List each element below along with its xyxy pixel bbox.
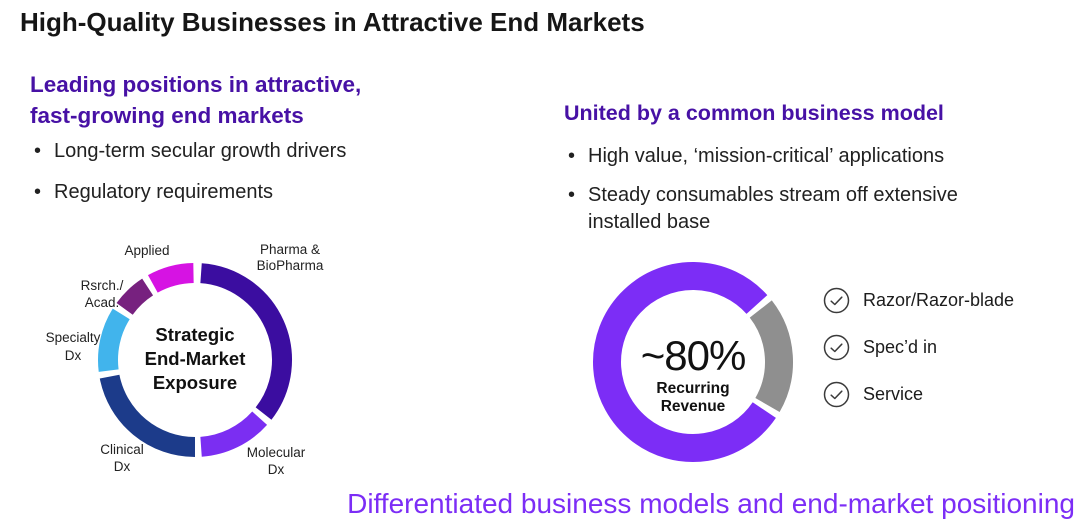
- business-model-checklist: Razor/Razor-blade Spec’d in Service: [823, 287, 1014, 428]
- donut-segment-label: Dx: [65, 348, 82, 363]
- donut-segment-rsrch-acad: [116, 278, 154, 316]
- left-section-heading: Leading positions in attractive, fast-gr…: [30, 69, 361, 131]
- donut-segment-clinical-dx: [99, 374, 196, 457]
- checklist-item: Service: [823, 381, 1014, 408]
- donut-segment-recurring-revenue: [593, 262, 776, 462]
- donut-center-label: Revenue: [661, 398, 726, 415]
- end-market-donut-chart: Pharma &BioPharma Molecular Dx Clinical Dx Sp…: [46, 242, 324, 477]
- checklist-item: Spec’d in: [823, 334, 1014, 361]
- donut-center-title: Exposure: [153, 372, 237, 393]
- donut-segment-label: Applied: [124, 243, 169, 258]
- donut-segment-label: Specialty: [46, 330, 101, 345]
- right-section-heading: United by a common business model: [564, 101, 944, 125]
- checklist-item-label: Spec’d in: [863, 337, 938, 357]
- list-item: Long-term secular growth drivers: [30, 138, 346, 165]
- checklist-item-label: Service: [863, 384, 924, 404]
- donut-segment-label: Molecular: [247, 445, 306, 460]
- donut-segment-label: Dx: [268, 462, 285, 477]
- donut-segment-label: Pharma &: [260, 242, 320, 257]
- donut-center-title: End-Market: [145, 348, 246, 369]
- list-item: High value, ‘mission-critical’ applicati…: [564, 143, 1022, 170]
- donut-center-label: Recurring: [656, 380, 729, 397]
- check-circle-icon: [823, 287, 850, 314]
- checklist-item: Razor/Razor-blade: [823, 287, 1014, 314]
- right-bullet-list: High value, ‘mission-critical’ applicati…: [564, 143, 1022, 236]
- page-title: High-Quality Businesses in Attractive En…: [20, 7, 645, 37]
- donut-segment-label: Clinical: [100, 442, 144, 457]
- donut-segment-molecular-dx: [200, 411, 268, 457]
- donut-segment-applied: [147, 263, 195, 293]
- donut-center-value: ~80%: [641, 332, 746, 379]
- check-circle-icon: [823, 381, 850, 408]
- list-item: Steady consumables stream off extensive …: [564, 182, 1022, 236]
- list-item: Regulatory requirements: [30, 179, 346, 206]
- donut-segment-label: Rsrch./: [81, 278, 124, 293]
- donut-segment-label: Dx: [114, 459, 131, 474]
- left-heading-line-1: Leading positions in attractive,: [30, 72, 362, 97]
- donut-segment-specialty-dx: [98, 308, 130, 372]
- donut-segment-pharma-biopharma: [200, 263, 292, 420]
- left-heading-line-2: fast-growing end markets: [30, 103, 304, 128]
- donut-segment-non-recurring-revenue: [749, 300, 793, 412]
- check-circle-icon: [823, 334, 850, 361]
- checklist-item-label: Razor/Razor-blade: [863, 290, 1015, 310]
- donut-segment-label: Acad.: [85, 295, 120, 310]
- donut-center-title: Strategic: [155, 324, 234, 345]
- donut-segment-label: BioPharma: [257, 258, 324, 273]
- left-bullet-list: Long-term secular growth drivers Regulat…: [30, 138, 346, 206]
- slide-tagline: Differentiated business models and end-m…: [347, 488, 1075, 519]
